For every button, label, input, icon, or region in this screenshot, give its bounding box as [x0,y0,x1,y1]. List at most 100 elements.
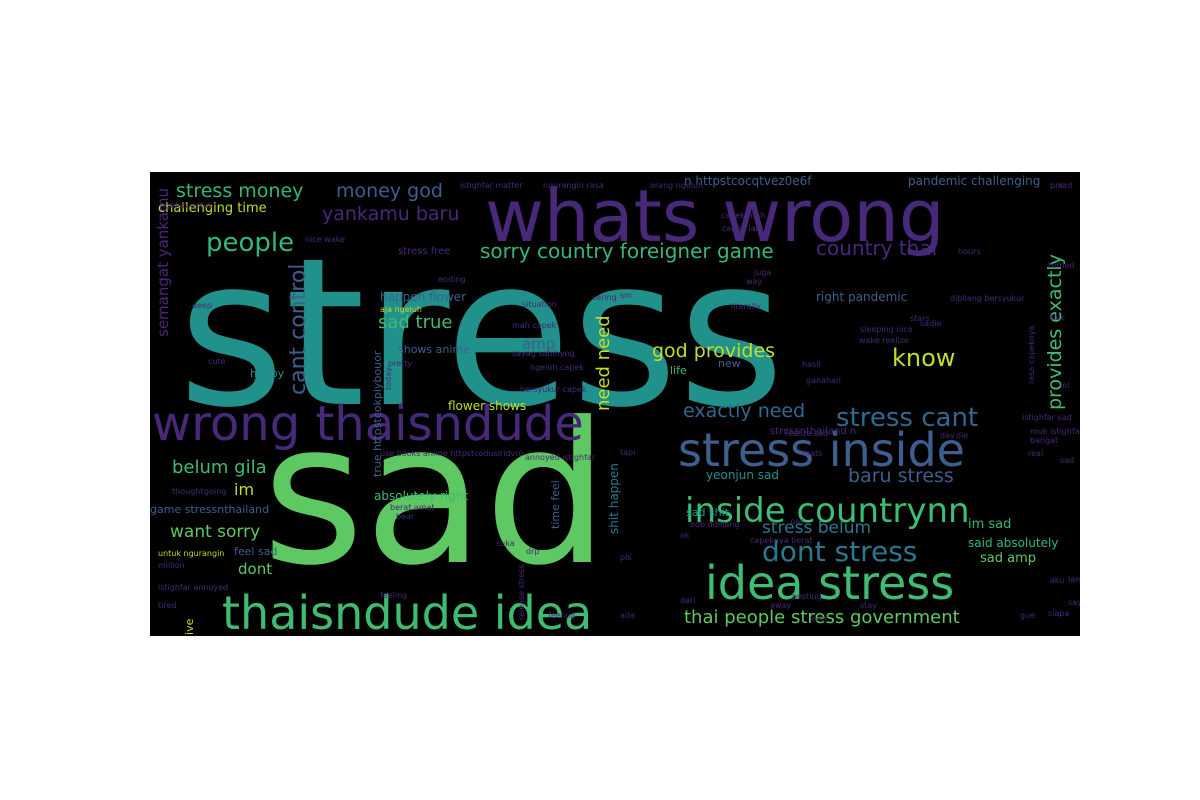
word-pretty: pretty [388,359,413,368]
word-game-stressnthailand: game stressnthailand [150,503,270,516]
word-ever: ever [810,614,828,623]
word-god-provides: god provides [652,340,776,362]
word-absolutely-right: absolutely right [374,489,469,503]
word-capek-lah: capek lah [722,224,761,233]
word-ok: ok [680,531,690,540]
word-sad: sad [262,381,609,609]
word-pandemic-challenging: pandemic challenging [908,174,1041,188]
word-aja-ngeluh: aja ngeluh [380,305,423,314]
word-real: real [1028,449,1044,458]
word-sad-true: sad true [378,312,453,333]
word-situation: situation [522,300,557,309]
word-sad: sad [1058,181,1073,190]
word-shows-anime: shows anime [398,343,470,356]
word-mah-capek: mah capek [512,321,557,330]
word-happy: happy [250,367,285,380]
word-ngurangin-rasa: ngurangin rasa [543,181,604,190]
word-muk-istighfar: muk istighfar [1030,427,1080,436]
word-thaisndude-idea: thaisndude idea [222,586,593,636]
word-stress-belum: stress belum [762,518,872,538]
word-sadie: sadie [920,319,942,328]
word-cant-control: cant control [286,263,311,395]
word-stress-cant: stress cant [836,403,979,433]
word-sayag-sabihyng: sayag sabihyng [512,349,575,358]
word-capeknya-berat: capeknya berat [750,536,813,545]
word-untuk-ngurangin: untuk ngurangin [158,549,225,558]
word-way: way [746,277,763,286]
word-thai-people-stress-government: thai people stress government [684,607,960,628]
word-literally: literally [731,302,761,311]
word-bob-dibilang: bob dibilang [690,520,740,529]
word-dari: dari [680,596,696,605]
word-posting: posting [792,592,822,601]
word-lol: lol [1060,381,1070,390]
word-right-pandemic: right pandemic [816,290,908,304]
word-yeonjun-sad: yeonjun sad [706,468,780,482]
word-nice-wake: nice wake [305,235,345,244]
word-dont-stress: dont stress [762,535,918,568]
word-sad-amp: sad amp [980,551,1037,566]
word-hours: hours [958,247,981,256]
word-ganahan: ganahan [806,376,841,385]
word-bersyukur-capek: bersyukur capek [520,385,587,394]
word-istighfar-annoyed: istighfar annoyed [158,583,229,592]
word-rasa-capeknya: rasa capeknya [1027,325,1036,384]
word-tapi: tapi [620,448,636,457]
word-happen-flower: happen flower [380,290,467,304]
word-orang-ngeluh: orang ngeluh [650,181,704,190]
word-wake-realize: wake realize [859,336,909,345]
word-use-books-anime-httpstcoduslridvro: use books anime httpstcoduslridvro [380,449,524,458]
word-said-absolutely: said absolutely [968,536,1059,550]
word-turned: turned [1048,261,1075,270]
word-sad: sad [1060,456,1075,465]
word-money-god: money god [336,180,443,202]
word-yankamu-baru: yankamu baru [322,203,460,225]
word-life: life [670,364,687,377]
word-cute: cute [208,357,226,366]
word-juga: juga [754,268,772,277]
word-thats: thats [802,449,823,458]
word-n-httpstcocqtvez0e6f: n httpstcocqtvez0e6f [684,174,812,188]
word-deep: deep [192,301,212,310]
word-saya: saya [1068,598,1080,607]
word-ending: ending [438,275,466,284]
word-know: know [892,344,956,372]
word-feeling: feeling [548,611,576,620]
word-realize-sad: realize sad [785,429,829,438]
word-whats-wrong: whats wrong [485,174,945,258]
word-dont: dont [238,560,273,578]
word-feeling: feeling [380,591,408,600]
word-true-httpstcokpiybouor: true httpstcokpiybouor [371,350,384,477]
word-stressnthailand-n: stressnthailand n [770,426,857,437]
word-away: away [770,601,792,610]
word-aku: aku [1050,576,1065,585]
word-im-sad: im sad [968,517,1012,532]
word-lama: lama [1068,575,1080,584]
word-amp: amp [522,335,556,353]
word-siapa: siapa [1048,609,1070,618]
word-people: people [206,228,295,258]
word-baru-stress: baru stress [848,465,954,487]
word-want-sorry: want sorry [170,522,261,542]
word-exactly-need: exactly need [683,400,806,422]
word-stay: stay [860,601,877,610]
word-stress: stress [178,215,785,453]
word-stress-money: stress money [176,180,304,202]
word-thought: thought [172,487,204,496]
word-live: live [183,618,196,636]
word-feel-sad: feel sad [234,545,278,558]
word-stars: stars [910,314,930,323]
word-need-need: need need [593,315,614,411]
word-capek-mah: capek mah [721,211,766,220]
word-idea-stress: idea stress [705,556,955,610]
word-dibilang-bersyukur: dibilang bersyukur [950,294,1025,303]
word-ngeluh-untuk: ngeluh untuk [160,201,213,210]
word-inside-countrynn: inside countrynn [685,491,970,531]
word-suka: suka [496,539,515,548]
word-die: die [956,431,969,440]
word-talk: talk [1050,313,1065,322]
word-sad-shit: sad shit [686,506,730,519]
word-release-stress: release stress [517,564,526,620]
word-istighfar-sad: istighfar sad [1022,413,1072,422]
word-stress-inside: stress inside [678,423,965,477]
